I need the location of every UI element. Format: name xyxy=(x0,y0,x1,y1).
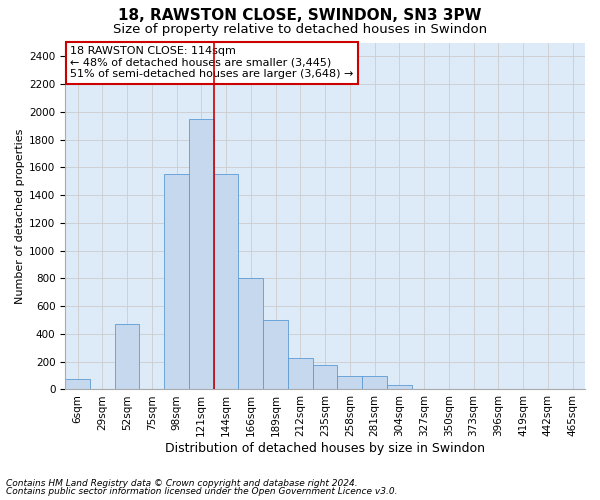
Bar xyxy=(263,320,288,390)
Bar xyxy=(115,324,139,390)
X-axis label: Distribution of detached houses by size in Swindon: Distribution of detached houses by size … xyxy=(165,442,485,455)
Bar xyxy=(288,358,313,390)
Text: Contains HM Land Registry data © Crown copyright and database right 2024.: Contains HM Land Registry data © Crown c… xyxy=(6,478,358,488)
Y-axis label: Number of detached properties: Number of detached properties xyxy=(15,128,25,304)
Text: 18 RAWSTON CLOSE: 114sqm
← 48% of detached houses are smaller (3,445)
51% of sem: 18 RAWSTON CLOSE: 114sqm ← 48% of detach… xyxy=(70,46,354,79)
Bar xyxy=(164,174,189,390)
Bar xyxy=(313,365,337,390)
Text: Size of property relative to detached houses in Swindon: Size of property relative to detached ho… xyxy=(113,22,487,36)
Bar xyxy=(337,376,362,390)
Bar xyxy=(65,379,90,390)
Text: Contains public sector information licensed under the Open Government Licence v3: Contains public sector information licen… xyxy=(6,487,398,496)
Bar xyxy=(214,174,238,390)
Text: 18, RAWSTON CLOSE, SWINDON, SN3 3PW: 18, RAWSTON CLOSE, SWINDON, SN3 3PW xyxy=(118,8,482,22)
Bar xyxy=(387,386,412,390)
Bar xyxy=(362,376,387,390)
Bar xyxy=(189,119,214,390)
Bar xyxy=(238,278,263,390)
